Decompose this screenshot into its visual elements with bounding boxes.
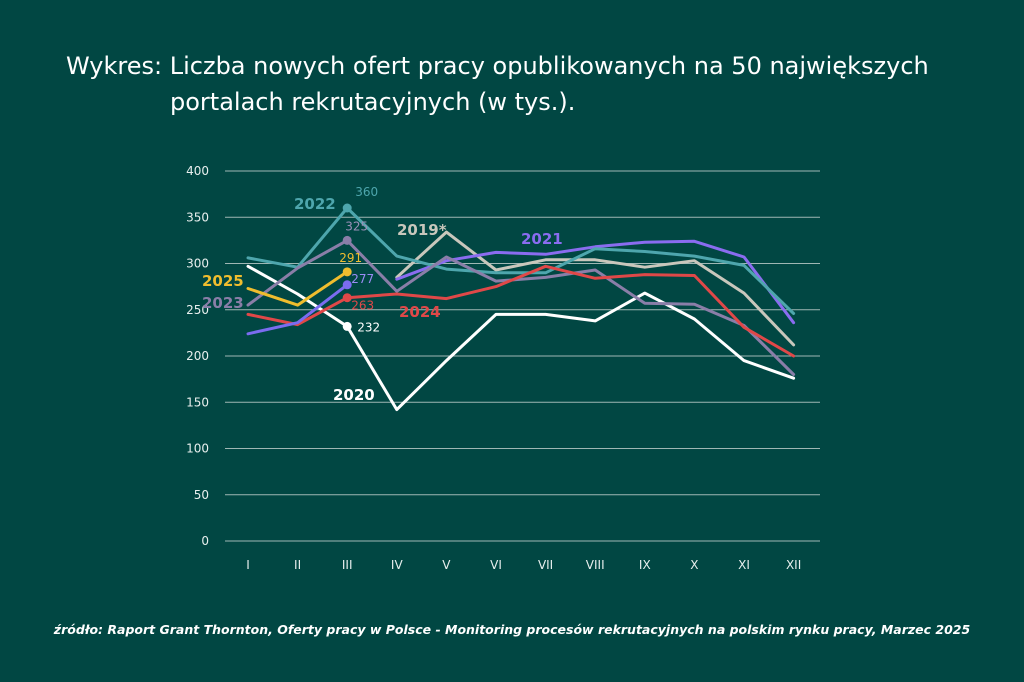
chart-title-line2: portalach rekrutacyjnych (w tys.). bbox=[170, 88, 576, 116]
point-marker bbox=[342, 280, 352, 290]
series-line-unnamed bbox=[246, 283, 349, 336]
point-marker bbox=[342, 267, 352, 277]
series-name-label: 2022 bbox=[294, 195, 336, 213]
series-line-2024 bbox=[246, 264, 796, 358]
series-name-label: 2025 bbox=[202, 272, 244, 290]
y-tick-label: 300 bbox=[186, 257, 209, 271]
series-line-2022 bbox=[246, 206, 796, 315]
x-tick-label: V bbox=[442, 558, 451, 572]
point-value-label: 360 bbox=[355, 185, 378, 199]
x-tick-label: VII bbox=[538, 558, 553, 572]
series-line-2023 bbox=[246, 238, 796, 376]
point-marker bbox=[342, 203, 352, 213]
y-tick-label: 100 bbox=[186, 442, 209, 456]
x-tick-label: IV bbox=[391, 558, 404, 572]
point-value-label: 277 bbox=[351, 272, 374, 286]
series-line-2021 bbox=[395, 239, 796, 325]
x-tick-label: I bbox=[246, 558, 250, 572]
series-name-label: 2021 bbox=[521, 230, 563, 248]
x-tick-label: VI bbox=[490, 558, 502, 572]
point-marker bbox=[342, 235, 352, 245]
series-name-label: 2024 bbox=[399, 303, 441, 321]
point-value-label: 325 bbox=[345, 219, 368, 233]
y-tick-label: 0 bbox=[201, 534, 209, 548]
point-value-label: 263 bbox=[351, 299, 374, 313]
x-tick-label: X bbox=[690, 558, 698, 572]
x-tick-label: II bbox=[294, 558, 301, 572]
series-name-label: 2019* bbox=[397, 221, 447, 239]
series-line-2025 bbox=[246, 270, 349, 307]
point-marker bbox=[342, 321, 352, 331]
point-marker bbox=[342, 293, 352, 303]
y-tick-label: 400 bbox=[186, 164, 209, 178]
y-tick-label: 200 bbox=[186, 349, 209, 363]
series-name-label: 2023 bbox=[202, 294, 244, 312]
x-tick-label: XI bbox=[738, 558, 750, 572]
y-tick-label: 250 bbox=[186, 303, 209, 317]
chart-title-line1: Wykres: Liczba nowych ofert pracy opubli… bbox=[66, 52, 929, 80]
source-note: źródło: Raport Grant Thornton, Oferty pr… bbox=[53, 622, 971, 637]
x-tick-label: XII bbox=[786, 558, 801, 572]
y-tick-label: 50 bbox=[194, 488, 209, 502]
x-tick-label: VIII bbox=[586, 558, 605, 572]
y-tick-label: 150 bbox=[186, 395, 209, 409]
x-tick-label: IX bbox=[639, 558, 651, 572]
y-tick-label: 350 bbox=[186, 210, 209, 224]
point-value-label: 291 bbox=[339, 251, 362, 265]
series-line-2019 bbox=[395, 230, 796, 347]
point-value-label: 232 bbox=[357, 320, 380, 334]
chart-title: Wykres: Liczba nowych ofert pracy opubli… bbox=[0, 48, 1024, 120]
x-tick-label: III bbox=[342, 558, 353, 572]
series-line-2020 bbox=[246, 264, 796, 412]
series-name-label: 2020 bbox=[333, 386, 375, 404]
